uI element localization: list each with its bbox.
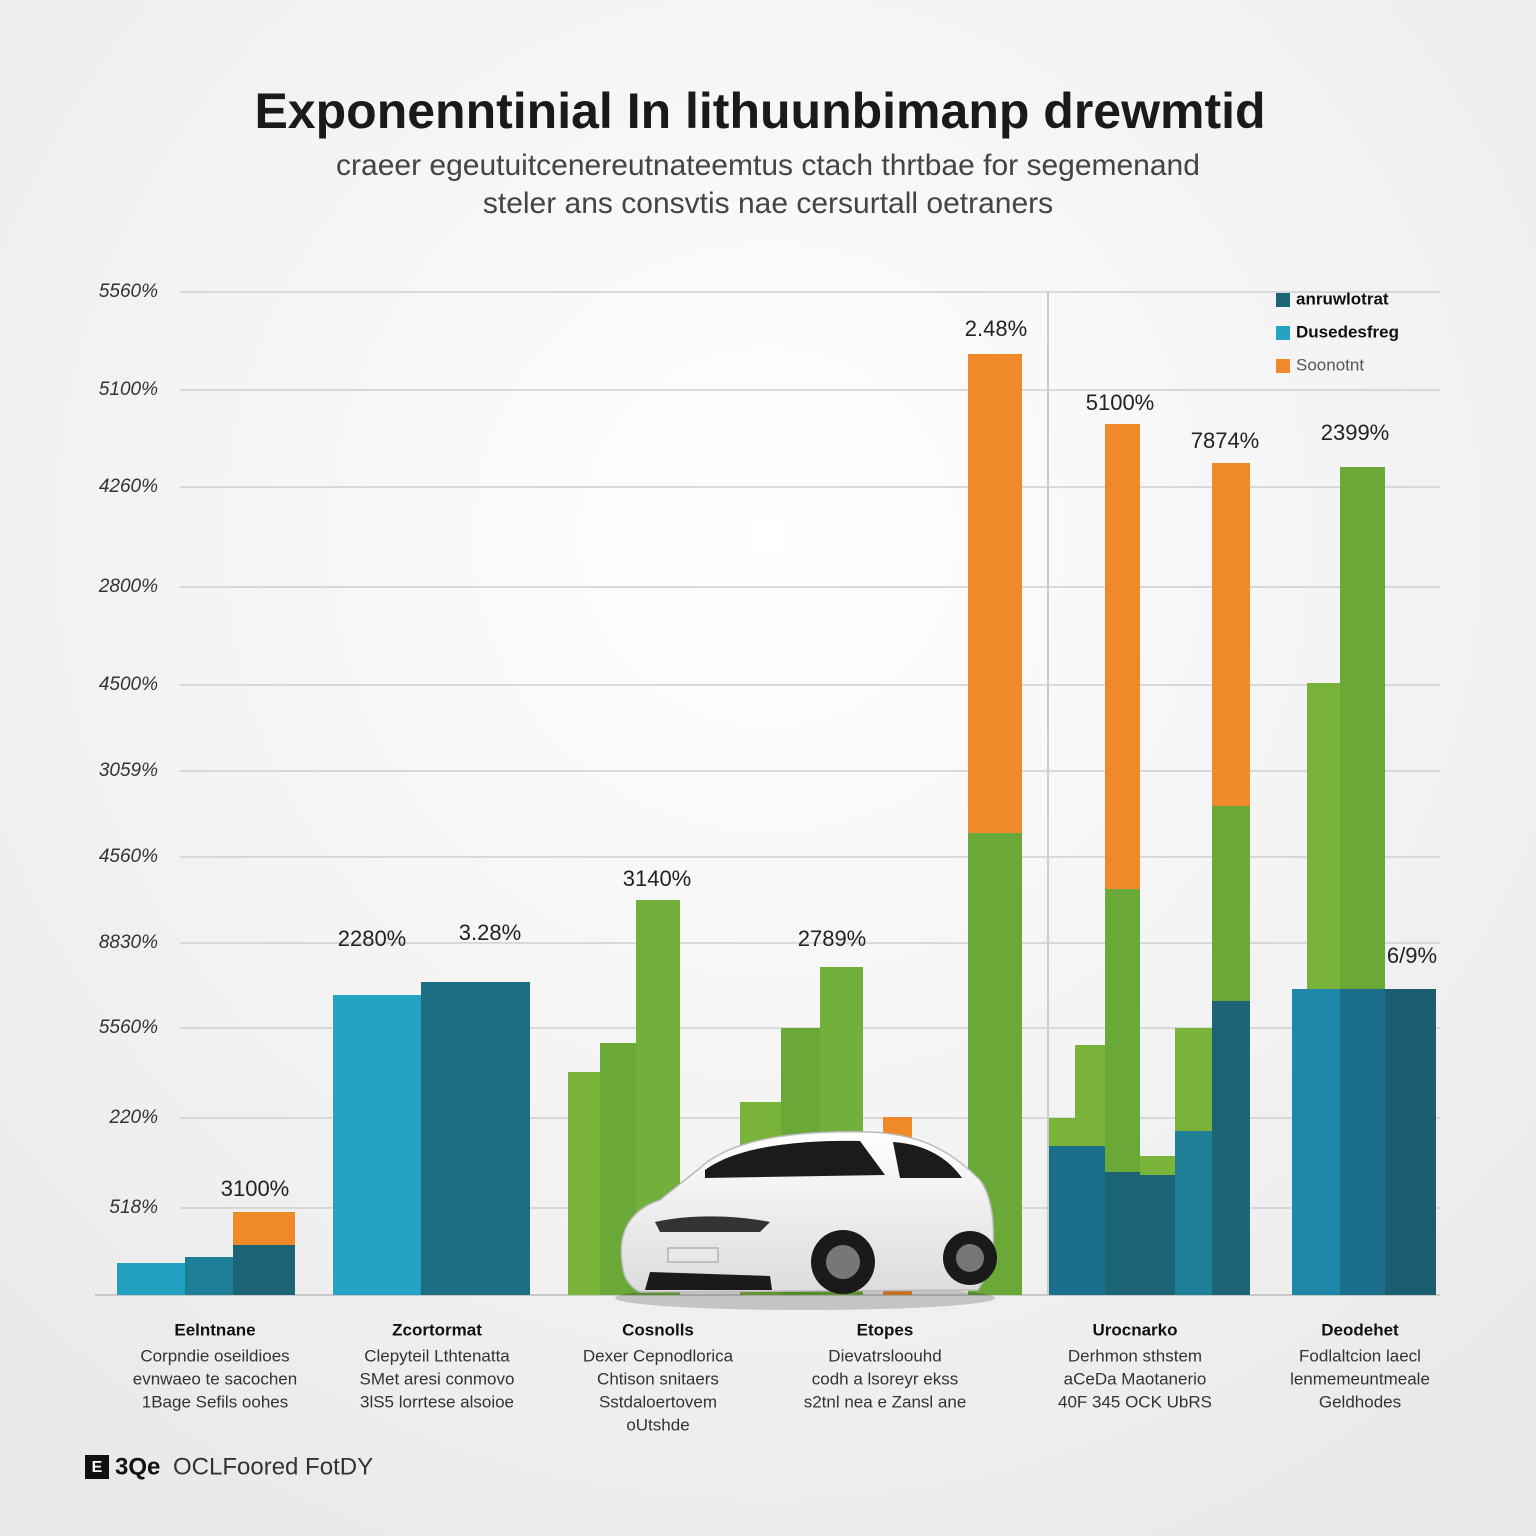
category-description: 40F 345 OCK UbRS	[1058, 1392, 1212, 1411]
y-tick-label: 220%	[108, 1107, 158, 1128]
category-description: lenmemeuntmeale	[1290, 1369, 1430, 1388]
category-description: Dexer Cepnodlorica	[583, 1346, 734, 1365]
category-description: Geldhodes	[1319, 1392, 1401, 1411]
subtitle: craeer egeutuitcenereutnateemtus ctach t…	[336, 149, 1200, 182]
bar-segment	[1175, 1028, 1212, 1131]
bar-segment	[333, 995, 421, 1295]
category-description: Sstdaloertovem	[599, 1392, 717, 1411]
bar-segment	[1075, 1146, 1105, 1295]
bar-segment	[1212, 1001, 1250, 1295]
footer-icon	[85, 1455, 109, 1479]
category-description: Derhmon sthstem	[1068, 1346, 1202, 1365]
bar-segment	[1140, 1175, 1175, 1295]
footer-text: OCLFoored FotDY	[173, 1453, 373, 1480]
y-tick-label: 4500%	[99, 674, 158, 695]
category-description: 3lS5 lorrtese alsoioe	[360, 1392, 514, 1411]
legend-label: Dusedesfreg	[1296, 322, 1399, 341]
category-description: s2tnl nea e Zansl ane	[804, 1392, 967, 1411]
annotation: 2280%	[338, 926, 407, 951]
subtitle: steler ans consvtis nae cersurtall oetra…	[483, 187, 1053, 220]
bar-segment	[1307, 989, 1340, 1295]
bar-segment	[1105, 424, 1140, 889]
bar-segment	[1140, 1156, 1175, 1175]
y-tick-label: 3059%	[99, 760, 158, 781]
y-tick-label: 5560%	[99, 281, 158, 302]
bar-segment	[1385, 989, 1436, 1295]
category-description: SMet aresi conmovo	[360, 1369, 515, 1388]
bar-segment	[421, 982, 530, 1295]
bar-segment	[1212, 806, 1250, 1001]
bar-segment	[1212, 463, 1250, 806]
bar-segment	[1292, 989, 1307, 1295]
annotation: 7874%	[1191, 428, 1260, 453]
legend-swatch	[1276, 359, 1290, 373]
legend-swatch	[1276, 326, 1290, 340]
y-tick-label: 5100%	[99, 379, 158, 400]
category-description: Fodlaltcion laecl	[1299, 1346, 1421, 1365]
y-tick-label: 8830%	[99, 932, 158, 953]
car-illustration	[615, 1131, 997, 1310]
y-tick-label: 2800%	[98, 576, 158, 597]
annotation: 5100%	[1086, 390, 1155, 415]
bar-segment	[1307, 683, 1340, 989]
legend-label: Soonotnt	[1296, 355, 1364, 374]
y-tick-label: 4560%	[99, 846, 158, 867]
annotation: 2399%	[1321, 420, 1390, 445]
category-label: Urocnarko	[1092, 1320, 1177, 1339]
category-label: Deodehet	[1321, 1320, 1399, 1339]
bar-segment	[1105, 1172, 1140, 1295]
bar-segment	[1049, 1118, 1075, 1146]
category-label: Eelntnane	[174, 1320, 255, 1339]
legend-label: anruwlotrat	[1296, 289, 1389, 308]
annotation: 3140%	[623, 866, 692, 891]
y-tick-label: 5560%	[99, 1017, 158, 1038]
annotation: 2.48%	[965, 316, 1027, 341]
category-description: Dievatrsloouhd	[828, 1346, 941, 1365]
category-description: 1Bage Sefils oohes	[142, 1392, 289, 1411]
annotation: 2789%	[798, 926, 867, 951]
bar-segment	[233, 1212, 295, 1245]
bar-segment	[117, 1263, 185, 1295]
y-tick-label: 4260%	[99, 476, 158, 497]
bar-segment	[1105, 889, 1140, 1172]
footer-icon-text: E	[92, 1459, 103, 1476]
category-description: oUtshde	[626, 1415, 689, 1434]
bar-segment	[1049, 1146, 1075, 1295]
bar-segment	[1175, 1131, 1212, 1295]
category-label: Zcortormat	[392, 1320, 482, 1339]
annotation: 3100%	[221, 1176, 290, 1201]
category-description: Chtison snitaers	[597, 1369, 719, 1388]
bar-segment	[968, 354, 1022, 833]
legend-swatch	[1276, 293, 1290, 307]
annotation: 6/9%	[1387, 943, 1437, 968]
category-description: evnwaeo te sacochen	[133, 1369, 297, 1388]
bar-segment	[185, 1257, 233, 1295]
category-label: Cosnolls	[622, 1320, 694, 1339]
bar-segment	[1340, 989, 1385, 1295]
bar-segment	[1075, 1045, 1105, 1146]
bar-segment	[1340, 467, 1385, 989]
category-label: Etopes	[857, 1320, 914, 1339]
y-tick-label: 518%	[109, 1197, 158, 1218]
bar-segment	[568, 1072, 600, 1295]
category-description: codh a lsoreyr ekss	[812, 1369, 958, 1388]
category-description: aCeDa Maotanerio	[1064, 1369, 1207, 1388]
annotation: 3.28%	[459, 920, 521, 945]
footer-badge: 3Qe	[115, 1453, 160, 1480]
category-description: Clepyteil Lthtenatta	[364, 1346, 510, 1365]
category-description: Corpndie oseildioes	[140, 1346, 289, 1365]
chart-title: Exponenntinial In lithuunbimanp drewmtid	[254, 83, 1265, 139]
bar-segment	[233, 1245, 295, 1295]
